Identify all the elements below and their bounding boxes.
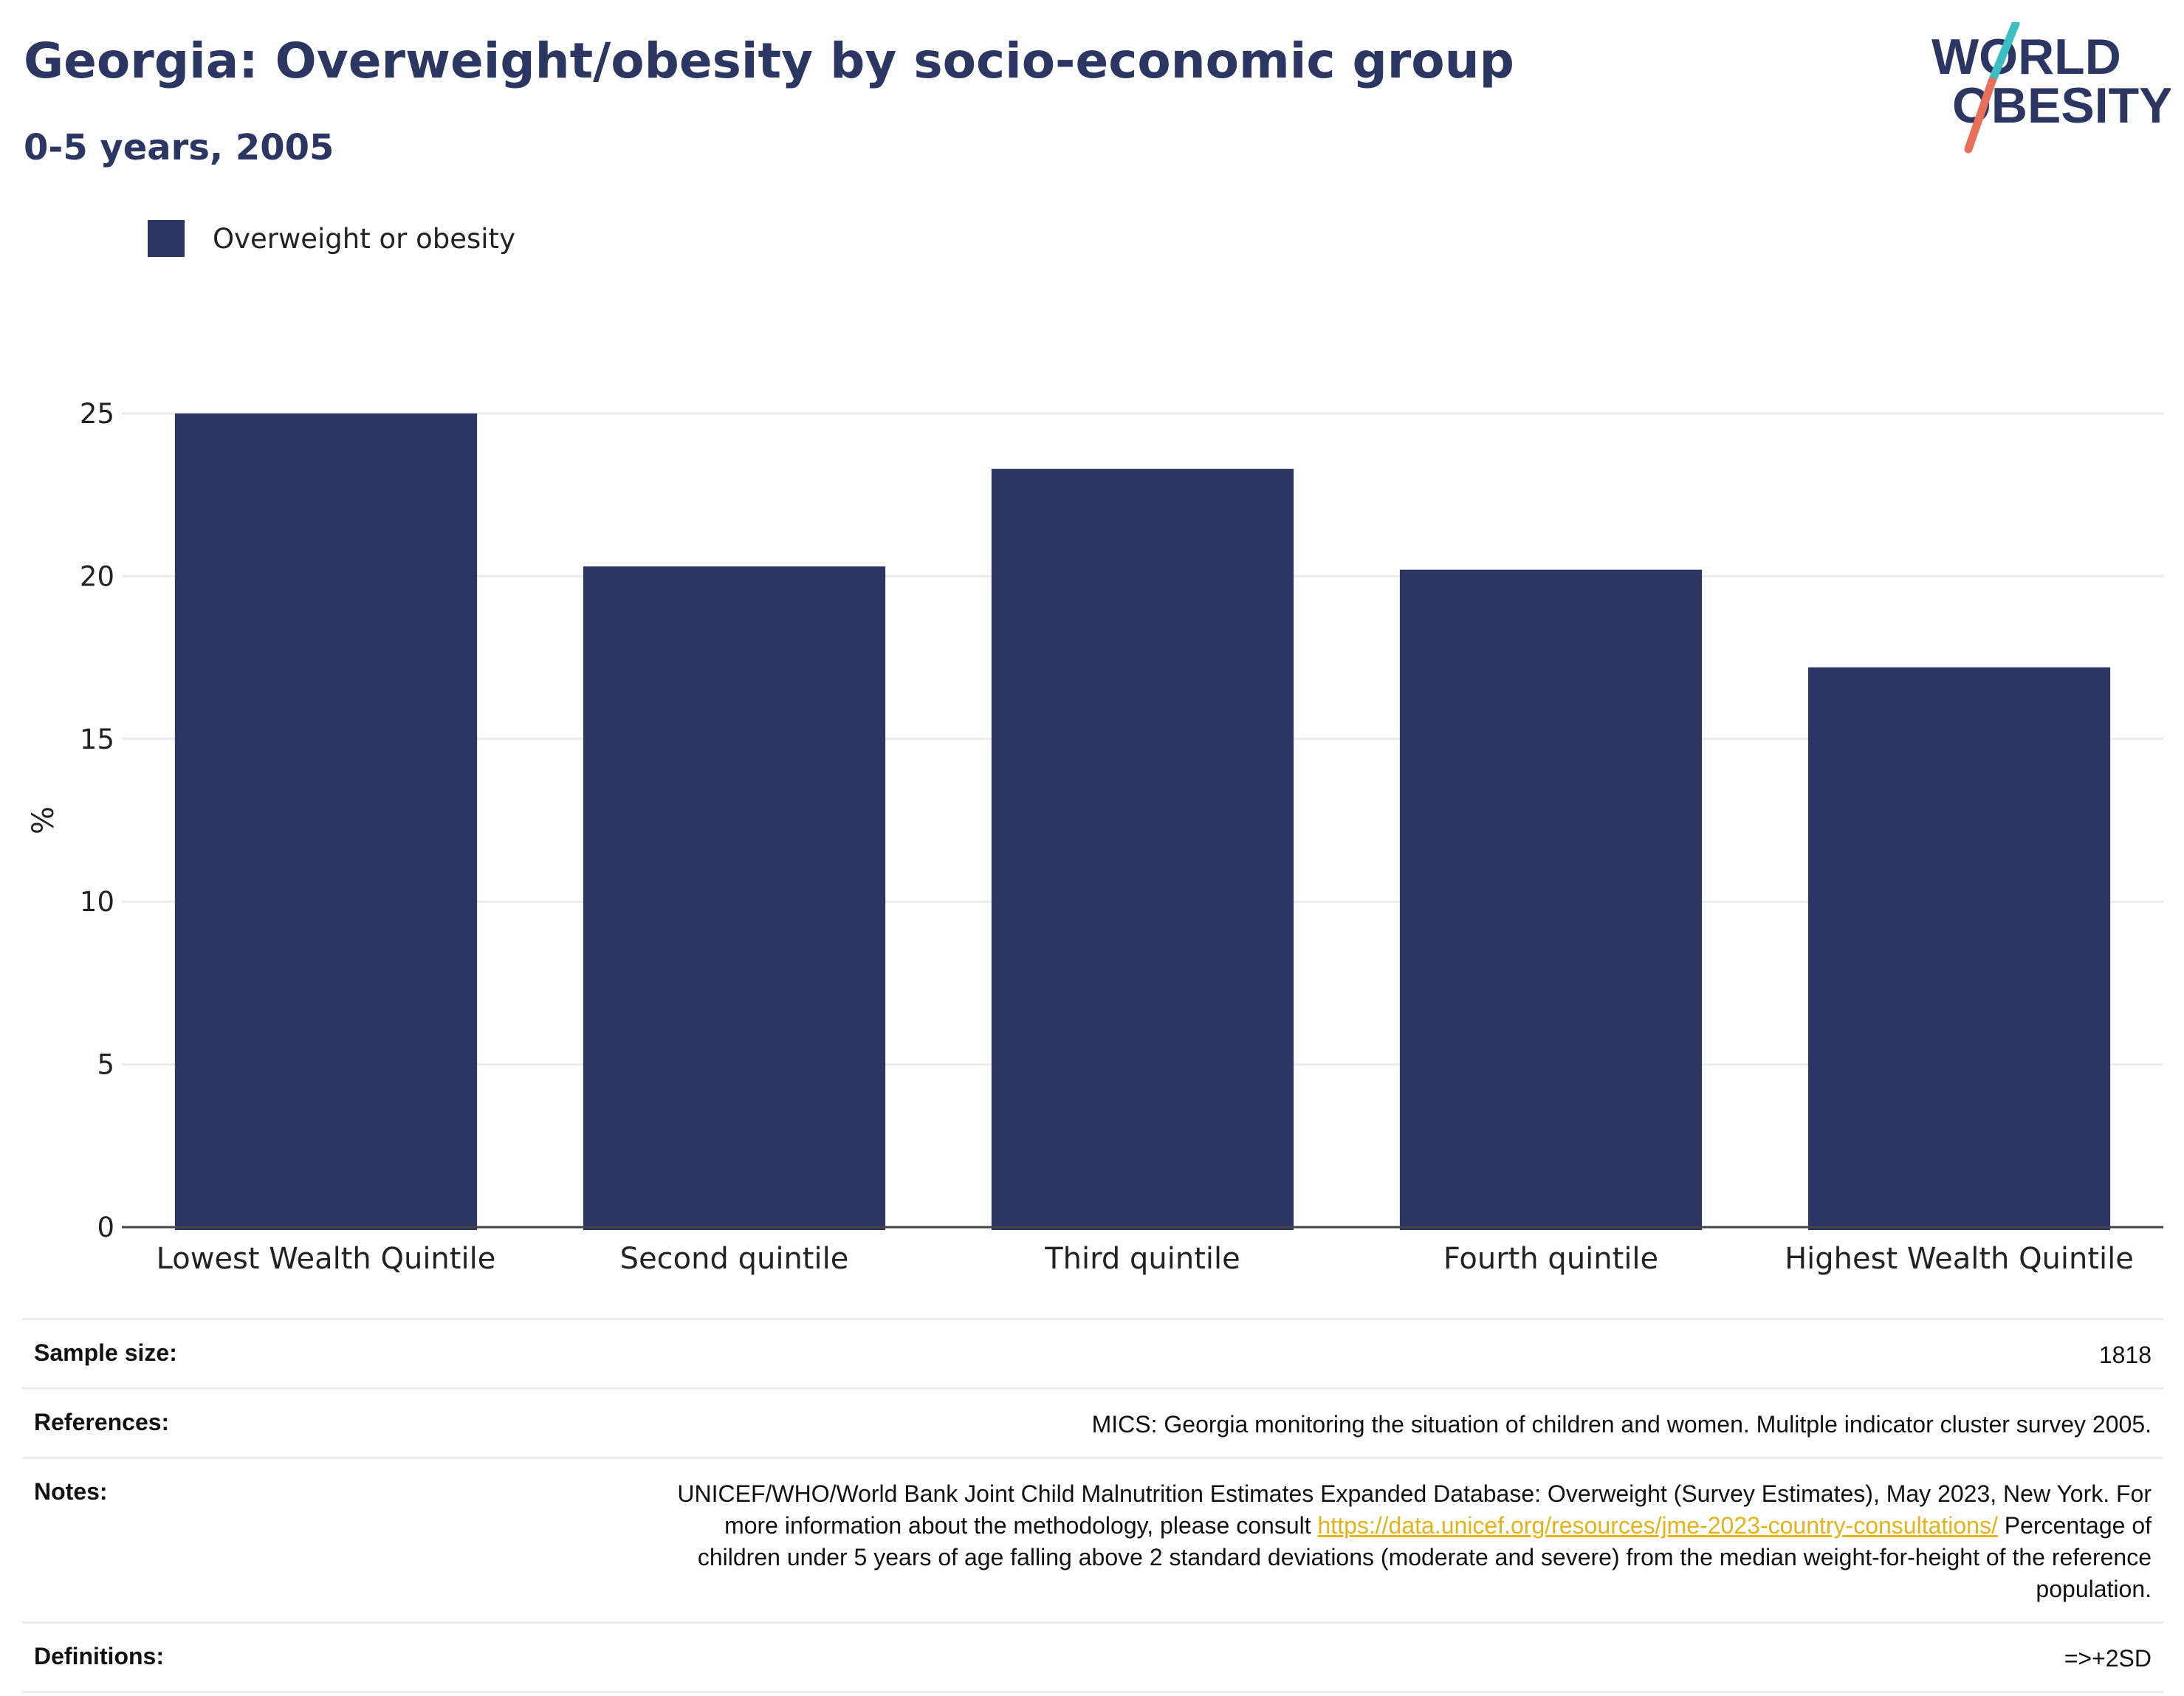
meta-label: Sample size: [34,1339,177,1366]
methodology-link[interactable]: https://data.unicef.org/resources/jme-20… [1317,1512,1998,1539]
x-tick-label: Lowest Wealth Quintile [157,1242,496,1276]
bar [174,413,478,1230]
x-tick-label: Second quintile [620,1242,849,1276]
metadata-table: Sample size: 1818 References: MICS: Geor… [22,1318,2163,1693]
world-obesity-logo: WORLD OBESITY [1931,22,2171,154]
legend-label: Overweight or obesity [213,222,515,255]
logo-slash-bottom [1964,77,1996,154]
bar [583,566,886,1230]
meta-value: MICS: Georgia monitoring the situation o… [1091,1411,2152,1438]
notes-definition-text: Percentage of children under 5 years of … [697,1512,2152,1602]
y-tick-label: 25 [80,398,114,430]
y-tick-label: 15 [80,724,114,755]
meta-value: =>+2SD [2064,1645,2152,1672]
bar-chart: 0 5 10 15 20 25% Lowest Wealth Quintile Second … [27,398,2163,1276]
meta-row-notes: Notes: UNICEF/WHO/World Bank Joint Child… [22,1457,2163,1621]
notes-text: UNICEF/WHO/World Bank Joint Child Malnut… [677,1480,2152,1539]
y-tick-label: 5 [97,1049,114,1081]
y-tick-label: 0 [97,1212,114,1243]
chart-title: Georgia: Overweight/obesity by socio-eco… [24,32,1514,89]
meta-label: References: [34,1409,170,1435]
logo-slash-top [1988,22,2020,86]
meta-row-definitions: Definitions: =>+2SD [22,1621,2163,1693]
bar [991,468,1294,1230]
x-tick-label: Highest Wealth Quintile [1785,1242,2134,1276]
bar [1807,667,2111,1230]
meta-value-notes: UNICEF/WHO/World Bank Joint Child Malnut… [638,1478,2152,1605]
meta-label: Notes: [34,1478,108,1505]
x-tick-label: Fourth quintile [1443,1242,1658,1276]
y-tick-label: 10 [80,886,114,918]
meta-label: Definitions: [34,1643,164,1669]
legend-swatch [148,220,185,257]
meta-value: 1818 [2098,1342,2152,1368]
logo-text-world: WORLD [1931,29,2121,85]
meta-row-references: References: MICS: Georgia monitoring the… [22,1387,2163,1457]
y-tick-label: 20 [80,560,114,592]
y-axis-label: % [27,806,61,834]
chart-legend: Overweight or obesity [148,220,515,257]
meta-row-sample-size: Sample size: 1818 [22,1318,2163,1387]
chart-subtitle: 0-5 years, 2005 [24,127,334,168]
x-tick-label: Third quintile [1044,1242,1240,1276]
bar [1399,569,1703,1230]
